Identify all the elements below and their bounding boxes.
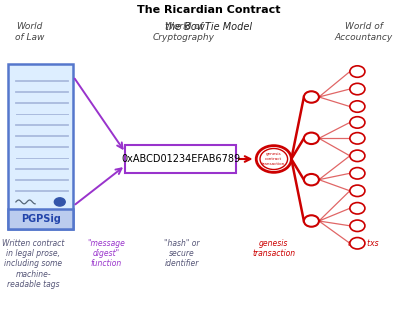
Text: "hash" or
secure
identifier: "hash" or secure identifier [164,238,199,268]
Text: Written contract
in legal prose,
including some
machine-
readable tags: Written contract in legal prose, includi… [2,238,65,289]
Circle shape [350,133,365,144]
Circle shape [304,215,319,227]
Text: The Ricardian Contract: The Ricardian Contract [137,5,281,15]
Circle shape [350,238,365,249]
Circle shape [350,150,365,162]
Circle shape [350,220,365,232]
Circle shape [256,146,291,172]
Circle shape [304,133,319,144]
FancyBboxPatch shape [8,64,73,229]
Circle shape [350,101,365,112]
Text: World of
Accountancy: World of Accountancy [334,22,393,42]
Circle shape [350,117,365,128]
Text: "message
digest"
function: "message digest" function [88,238,125,268]
Circle shape [304,174,319,185]
FancyBboxPatch shape [8,209,73,229]
Text: World
of Law: World of Law [15,22,44,42]
FancyBboxPatch shape [125,145,236,173]
Text: PGPSig: PGPSig [21,214,61,224]
Text: 0xABCD01234EFAB6789: 0xABCD01234EFAB6789 [121,154,240,164]
Circle shape [350,66,365,77]
Text: genesis
transaction: genesis transaction [252,238,296,258]
Circle shape [350,185,365,197]
Text: the BowTie Model: the BowTie Model [166,22,252,32]
Circle shape [54,198,65,206]
Text: user txs: user txs [348,238,379,247]
Circle shape [350,168,365,179]
Circle shape [304,91,319,103]
Text: genesis
contract
transaction: genesis contract transaction [262,152,285,166]
Circle shape [350,83,365,95]
Text: World of
Cryptography: World of Cryptography [153,22,215,42]
Circle shape [260,149,288,169]
Circle shape [350,203,365,214]
